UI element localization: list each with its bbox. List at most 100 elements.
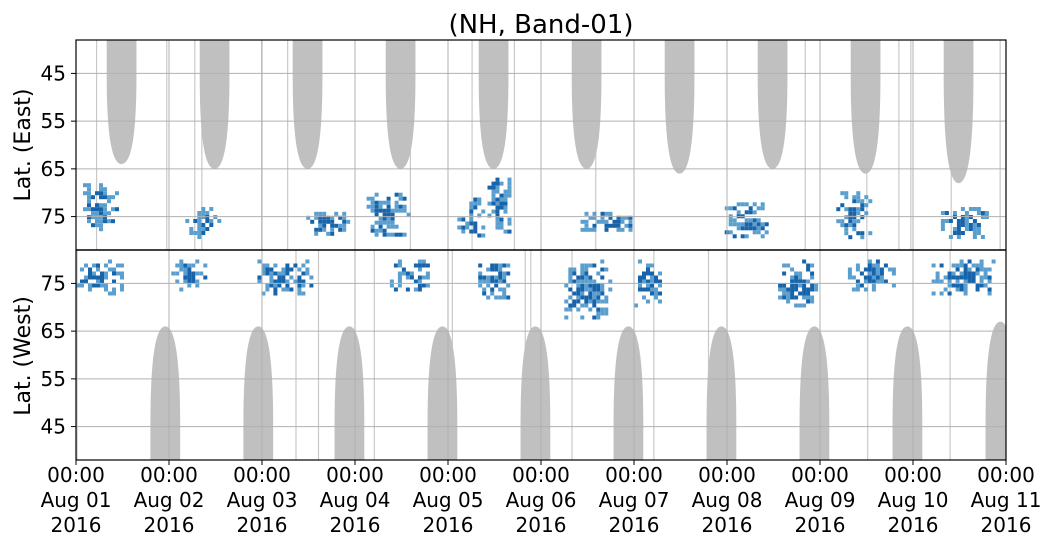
y-tick-label: 55: [41, 367, 66, 391]
activity-cell: [257, 275, 262, 280]
activity-cell: [273, 283, 278, 288]
activity-cell: [867, 275, 872, 280]
activity-cell: [960, 207, 965, 211]
x-tick-label: 00:00 Aug 04 2016: [320, 463, 391, 537]
activity-cell: [736, 210, 741, 215]
activity-cell: [309, 283, 314, 288]
activity-cell: [179, 287, 184, 292]
activity-cell: [588, 291, 593, 296]
activity-cell: [646, 279, 650, 284]
activity-cell: [967, 271, 972, 276]
activity-cell: [503, 197, 508, 202]
activity-cell: [650, 291, 654, 296]
activity-cell: [790, 295, 795, 300]
activity-cell: [580, 219, 585, 224]
activity-cell: [495, 225, 500, 230]
activity-cell: [217, 219, 222, 223]
activity-cell: [297, 279, 302, 284]
activity-cell: [301, 263, 306, 268]
activity-cell: [588, 263, 593, 268]
activity-cell: [310, 219, 315, 224]
activity-cell: [935, 275, 940, 280]
activity-cell: [736, 202, 741, 207]
activity-cell: [790, 283, 795, 288]
activity-cell: [197, 219, 202, 223]
activity-cell: [92, 271, 96, 276]
activity-cell: [658, 283, 662, 288]
no-data-region: [757, 40, 788, 169]
activity-cell: [752, 202, 757, 207]
activity-cell: [760, 206, 765, 211]
activity-cell: [868, 231, 873, 236]
activity-cell: [956, 235, 961, 239]
activity-cell: [955, 279, 960, 284]
activity-cell: [406, 212, 411, 217]
no-data-region: [292, 40, 323, 169]
activity-cell: [477, 233, 482, 238]
activity-cell: [852, 223, 857, 228]
activity-cell: [592, 215, 597, 220]
activity-cell: [103, 203, 107, 208]
activity-cell: [744, 202, 749, 207]
activity-cell: [193, 231, 198, 235]
activity-cell: [790, 279, 795, 284]
activity-cell: [967, 259, 972, 264]
activity-cell: [193, 219, 198, 223]
activity-cell: [374, 200, 379, 205]
activity-cell: [289, 275, 294, 280]
activity-cell: [503, 209, 508, 214]
activity-cell: [120, 263, 124, 268]
activity-cell: [848, 215, 853, 220]
activity-cell: [790, 291, 795, 296]
activity-cell: [568, 279, 573, 284]
activity-cell: [374, 208, 379, 213]
activity-cell: [490, 287, 495, 292]
activity-cell: [481, 233, 486, 238]
x-tick-label: 00:00 Aug 10 2016: [878, 463, 949, 537]
activity-cell: [798, 275, 803, 280]
activity-cell: [654, 287, 658, 292]
activity-cell: [342, 227, 347, 232]
activity-cell: [948, 219, 953, 223]
activity-cell: [572, 279, 577, 284]
activity-cell: [495, 201, 500, 206]
activity-cell: [366, 204, 371, 209]
activity-cell: [281, 279, 286, 284]
activity-cell: [99, 227, 103, 232]
activity-cell: [469, 221, 474, 226]
activity-cell: [370, 228, 375, 233]
activity-cell: [103, 211, 107, 216]
activity-cell: [638, 259, 642, 264]
activity-cell: [744, 226, 749, 231]
activity-cell: [620, 215, 625, 220]
activity-cell: [87, 187, 91, 192]
activity-cell: [261, 271, 266, 276]
activity-cell: [624, 223, 629, 228]
activity-cell: [863, 275, 868, 280]
activity-cell: [752, 230, 757, 235]
activity-cell: [972, 231, 977, 235]
activity-cell: [99, 191, 103, 196]
activity-cell: [855, 283, 860, 288]
activity-cell: [596, 299, 601, 304]
activity-cell: [473, 197, 478, 202]
activity-cell: [322, 227, 327, 232]
activity-cell: [417, 279, 422, 284]
activity-cell: [939, 279, 944, 284]
activity-cell: [976, 207, 981, 211]
activity-cell: [875, 279, 880, 284]
activity-cell: [848, 235, 853, 240]
activity-cell: [374, 228, 379, 233]
activity-cell: [964, 227, 969, 231]
activity-cell: [947, 279, 952, 284]
activity-cell: [794, 279, 799, 284]
activity-cell: [195, 283, 200, 288]
activity-cell: [616, 215, 621, 220]
activity-cell: [209, 207, 214, 211]
activity-cell: [370, 204, 375, 209]
activity-cell: [370, 200, 375, 205]
activity-cell: [87, 203, 91, 208]
activity-cell: [318, 219, 323, 224]
activity-cell: [209, 223, 214, 227]
activity-cell: [864, 203, 869, 208]
